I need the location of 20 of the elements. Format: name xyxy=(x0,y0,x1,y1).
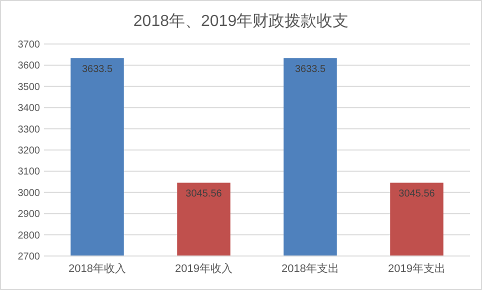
chart-title: 2018年、2019年财政拨款收支 xyxy=(133,12,349,30)
data-label: 3045.56 xyxy=(186,188,222,200)
data-label: 3633.5 xyxy=(294,64,326,76)
x-tick-label: 2018年支出 xyxy=(282,262,339,275)
y-tick-label: 3300 xyxy=(18,124,40,136)
data-label: 3633.5 xyxy=(82,64,113,76)
y-tick-label: 2800 xyxy=(18,230,40,242)
x-tick-label: 2018年收入 xyxy=(68,262,126,275)
y-tick-label: 3600 xyxy=(18,60,40,72)
y-tick-label: 2700 xyxy=(18,252,40,262)
y-tick-label: 3400 xyxy=(18,103,40,114)
y-tick-label: 3500 xyxy=(18,82,40,93)
y-tick-label: 3000 xyxy=(18,188,40,199)
y-tick-label: 2900 xyxy=(18,209,40,220)
x-tick-label: 2019年收入 xyxy=(175,262,232,275)
y-tick-label: 3700 xyxy=(18,40,40,50)
y-tick-label: 3100 xyxy=(18,166,40,178)
y-tick-label: 3200 xyxy=(18,146,40,156)
data-label: 3045.56 xyxy=(398,188,436,200)
x-tick-label: 2019年支出 xyxy=(388,262,446,275)
